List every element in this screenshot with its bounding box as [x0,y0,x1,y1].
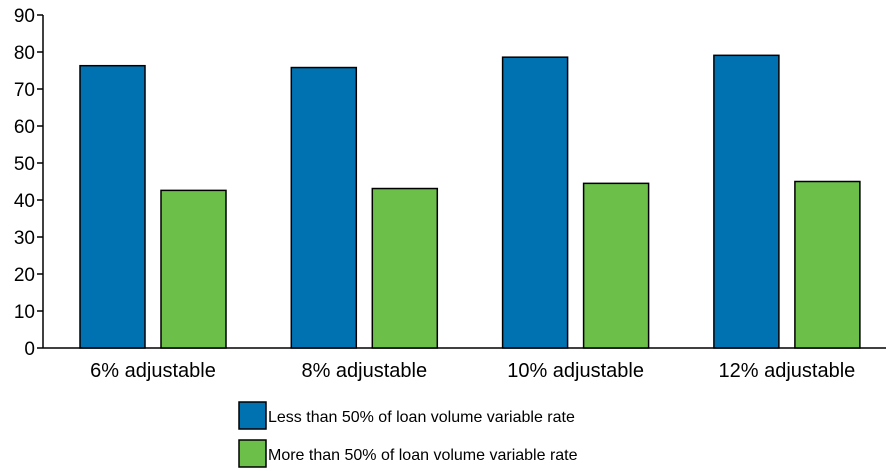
legend-label: Less than 50% of loan volume variable ra… [268,409,575,426]
legend-swatch [238,401,267,430]
x-category-label: 6% adjustable [90,360,216,382]
bar-less-than-50 [79,64,146,349]
y-tick-label: 80 [14,43,35,64]
y-tick-label: 30 [14,228,35,249]
legend: Less than 50% of loan volume variable ra… [238,401,578,468]
y-tick-label: 60 [14,117,35,138]
y-tick-label: 50 [14,154,35,175]
y-tick-label: 20 [14,265,35,286]
bar-less-than-50 [501,56,569,349]
bar-less-than-50 [290,66,358,349]
bar-more-than-50 [160,189,227,349]
bar-more-than-50 [794,180,861,349]
axes: 0 10 20 30 40 50 60 70 80 90 [14,6,886,360]
bars [79,54,861,349]
bar-less-than-50 [713,54,780,349]
bar-more-than-50 [582,182,650,349]
x-category-label: 10% adjustable [507,360,644,382]
x-category-label: 8% adjustable [301,360,427,382]
y-tick-label: 10 [14,302,35,323]
legend-swatch [238,439,267,468]
y-tick-label: 40 [14,191,35,212]
y-tick-label: 90 [14,6,35,27]
x-axis-labels: 6% adjustable 8% adjustable 10% adjustable… [90,360,855,382]
legend-label: More than 50% of loan volume variable ra… [268,447,578,464]
y-tick-label: 0 [24,339,35,360]
x-category-label: 12% adjustable [719,360,856,382]
y-tick-label: 70 [14,80,35,101]
bar-more-than-50 [371,187,439,349]
